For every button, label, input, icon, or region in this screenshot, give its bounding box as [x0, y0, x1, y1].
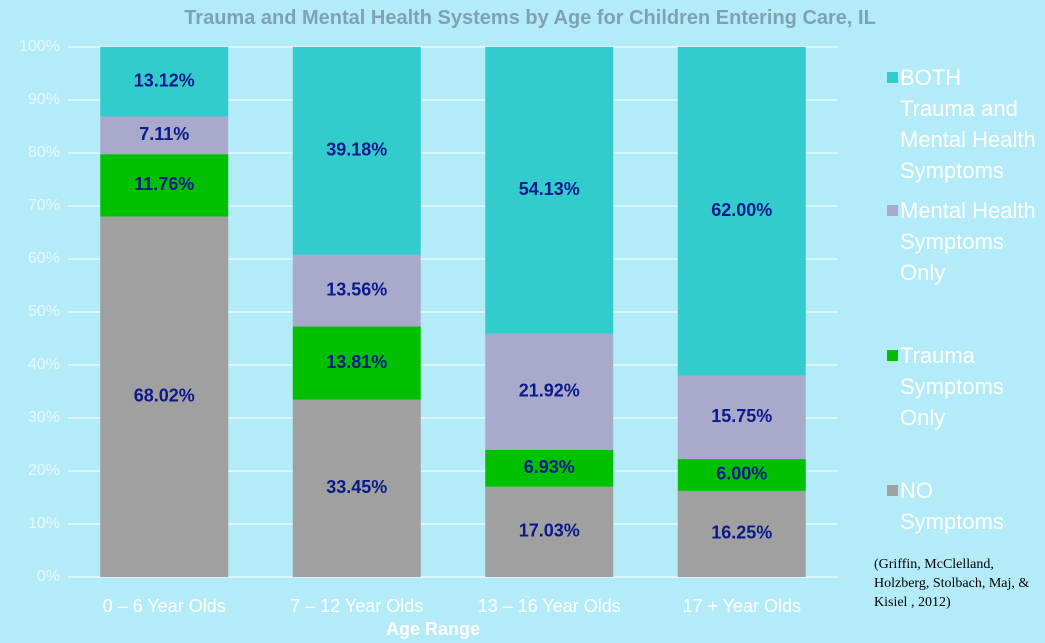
data-label: 62.00%: [711, 200, 772, 220]
x-tick-label: 0 – 6 Year Olds: [103, 596, 226, 616]
bar-segment: [100, 154, 229, 217]
legend-label: Mental Health Symptoms Only: [900, 198, 1036, 285]
y-tick-label: 50%: [28, 303, 60, 320]
data-label: 68.02%: [134, 385, 195, 405]
data-label: 39.18%: [326, 140, 387, 160]
y-tick-label: 40%: [28, 356, 60, 373]
data-label: 16.25%: [711, 523, 772, 543]
data-label: 15.75%: [711, 406, 772, 426]
bar-segment: [677, 47, 806, 376]
data-label: 21.92%: [519, 381, 580, 401]
bar-segment: [292, 47, 421, 255]
bar-segment: [292, 326, 421, 400]
data-label: 13.56%: [326, 279, 387, 299]
data-label: 13.81%: [326, 352, 387, 372]
y-tick-label: 80%: [28, 144, 60, 161]
legend-label: Trauma Symptoms Only: [900, 343, 1004, 430]
bar-segment: [100, 116, 229, 155]
data-label: 7.11%: [139, 124, 189, 144]
y-tick-label: 100%: [19, 38, 60, 55]
data-label: 17.03%: [519, 521, 580, 541]
legend-swatch: [887, 205, 898, 216]
legend-label: NO Symptoms: [900, 478, 1004, 534]
legend-item: Trauma Symptoms Only: [887, 340, 1040, 433]
bar-segment: [485, 333, 614, 451]
bar-segment: [677, 375, 806, 460]
legend-swatch: [887, 72, 898, 83]
bar-segment: [100, 46, 229, 117]
data-label: 11.76%: [134, 174, 194, 194]
bar-segment: [100, 216, 229, 577]
bar-segment: [677, 459, 806, 491]
legend-item: Mental Health Symptoms Only: [887, 195, 1040, 288]
y-tick-label: 0%: [37, 568, 60, 585]
legend-label: BOTH Trauma and Mental Health Symptoms: [900, 65, 1036, 183]
bar-segment: [292, 254, 421, 327]
y-tick-label: 70%: [28, 197, 60, 214]
x-axis-label: Age Range: [386, 619, 480, 639]
data-label: 13.12%: [134, 70, 195, 90]
x-tick-label: 17 + Year Olds: [682, 596, 801, 616]
x-tick-label: 13 – 16 Year Olds: [478, 596, 621, 616]
y-tick-label: 10%: [28, 515, 60, 532]
legend-item: BOTH Trauma and Mental Health Symptoms: [887, 62, 1040, 186]
y-tick-label: 90%: [28, 91, 60, 108]
y-tick-label: 20%: [28, 462, 60, 479]
y-tick-label: 30%: [28, 409, 60, 426]
chart-title: Trauma and Mental Health Systems by Age …: [184, 7, 876, 29]
bar-segment: [485, 450, 614, 487]
bar-segment: [485, 46, 614, 334]
data-label: 6.00%: [716, 464, 767, 484]
bar-segment: [677, 490, 806, 577]
bar-segment: [485, 486, 614, 577]
y-tick-label: 60%: [28, 250, 60, 267]
legend-item: NO Symptoms: [887, 475, 1040, 537]
legend-swatch: [887, 485, 898, 496]
legend-swatch: [887, 350, 898, 361]
data-label: 6.93%: [524, 457, 575, 477]
bar-segment: [292, 399, 421, 577]
x-tick-label: 7 – 12 Year Olds: [290, 596, 423, 616]
data-label: 54.13%: [519, 179, 580, 199]
data-label: 33.45%: [326, 477, 387, 497]
citation: (Griffin, McClelland, Holzberg, Stolbach…: [874, 557, 1030, 610]
